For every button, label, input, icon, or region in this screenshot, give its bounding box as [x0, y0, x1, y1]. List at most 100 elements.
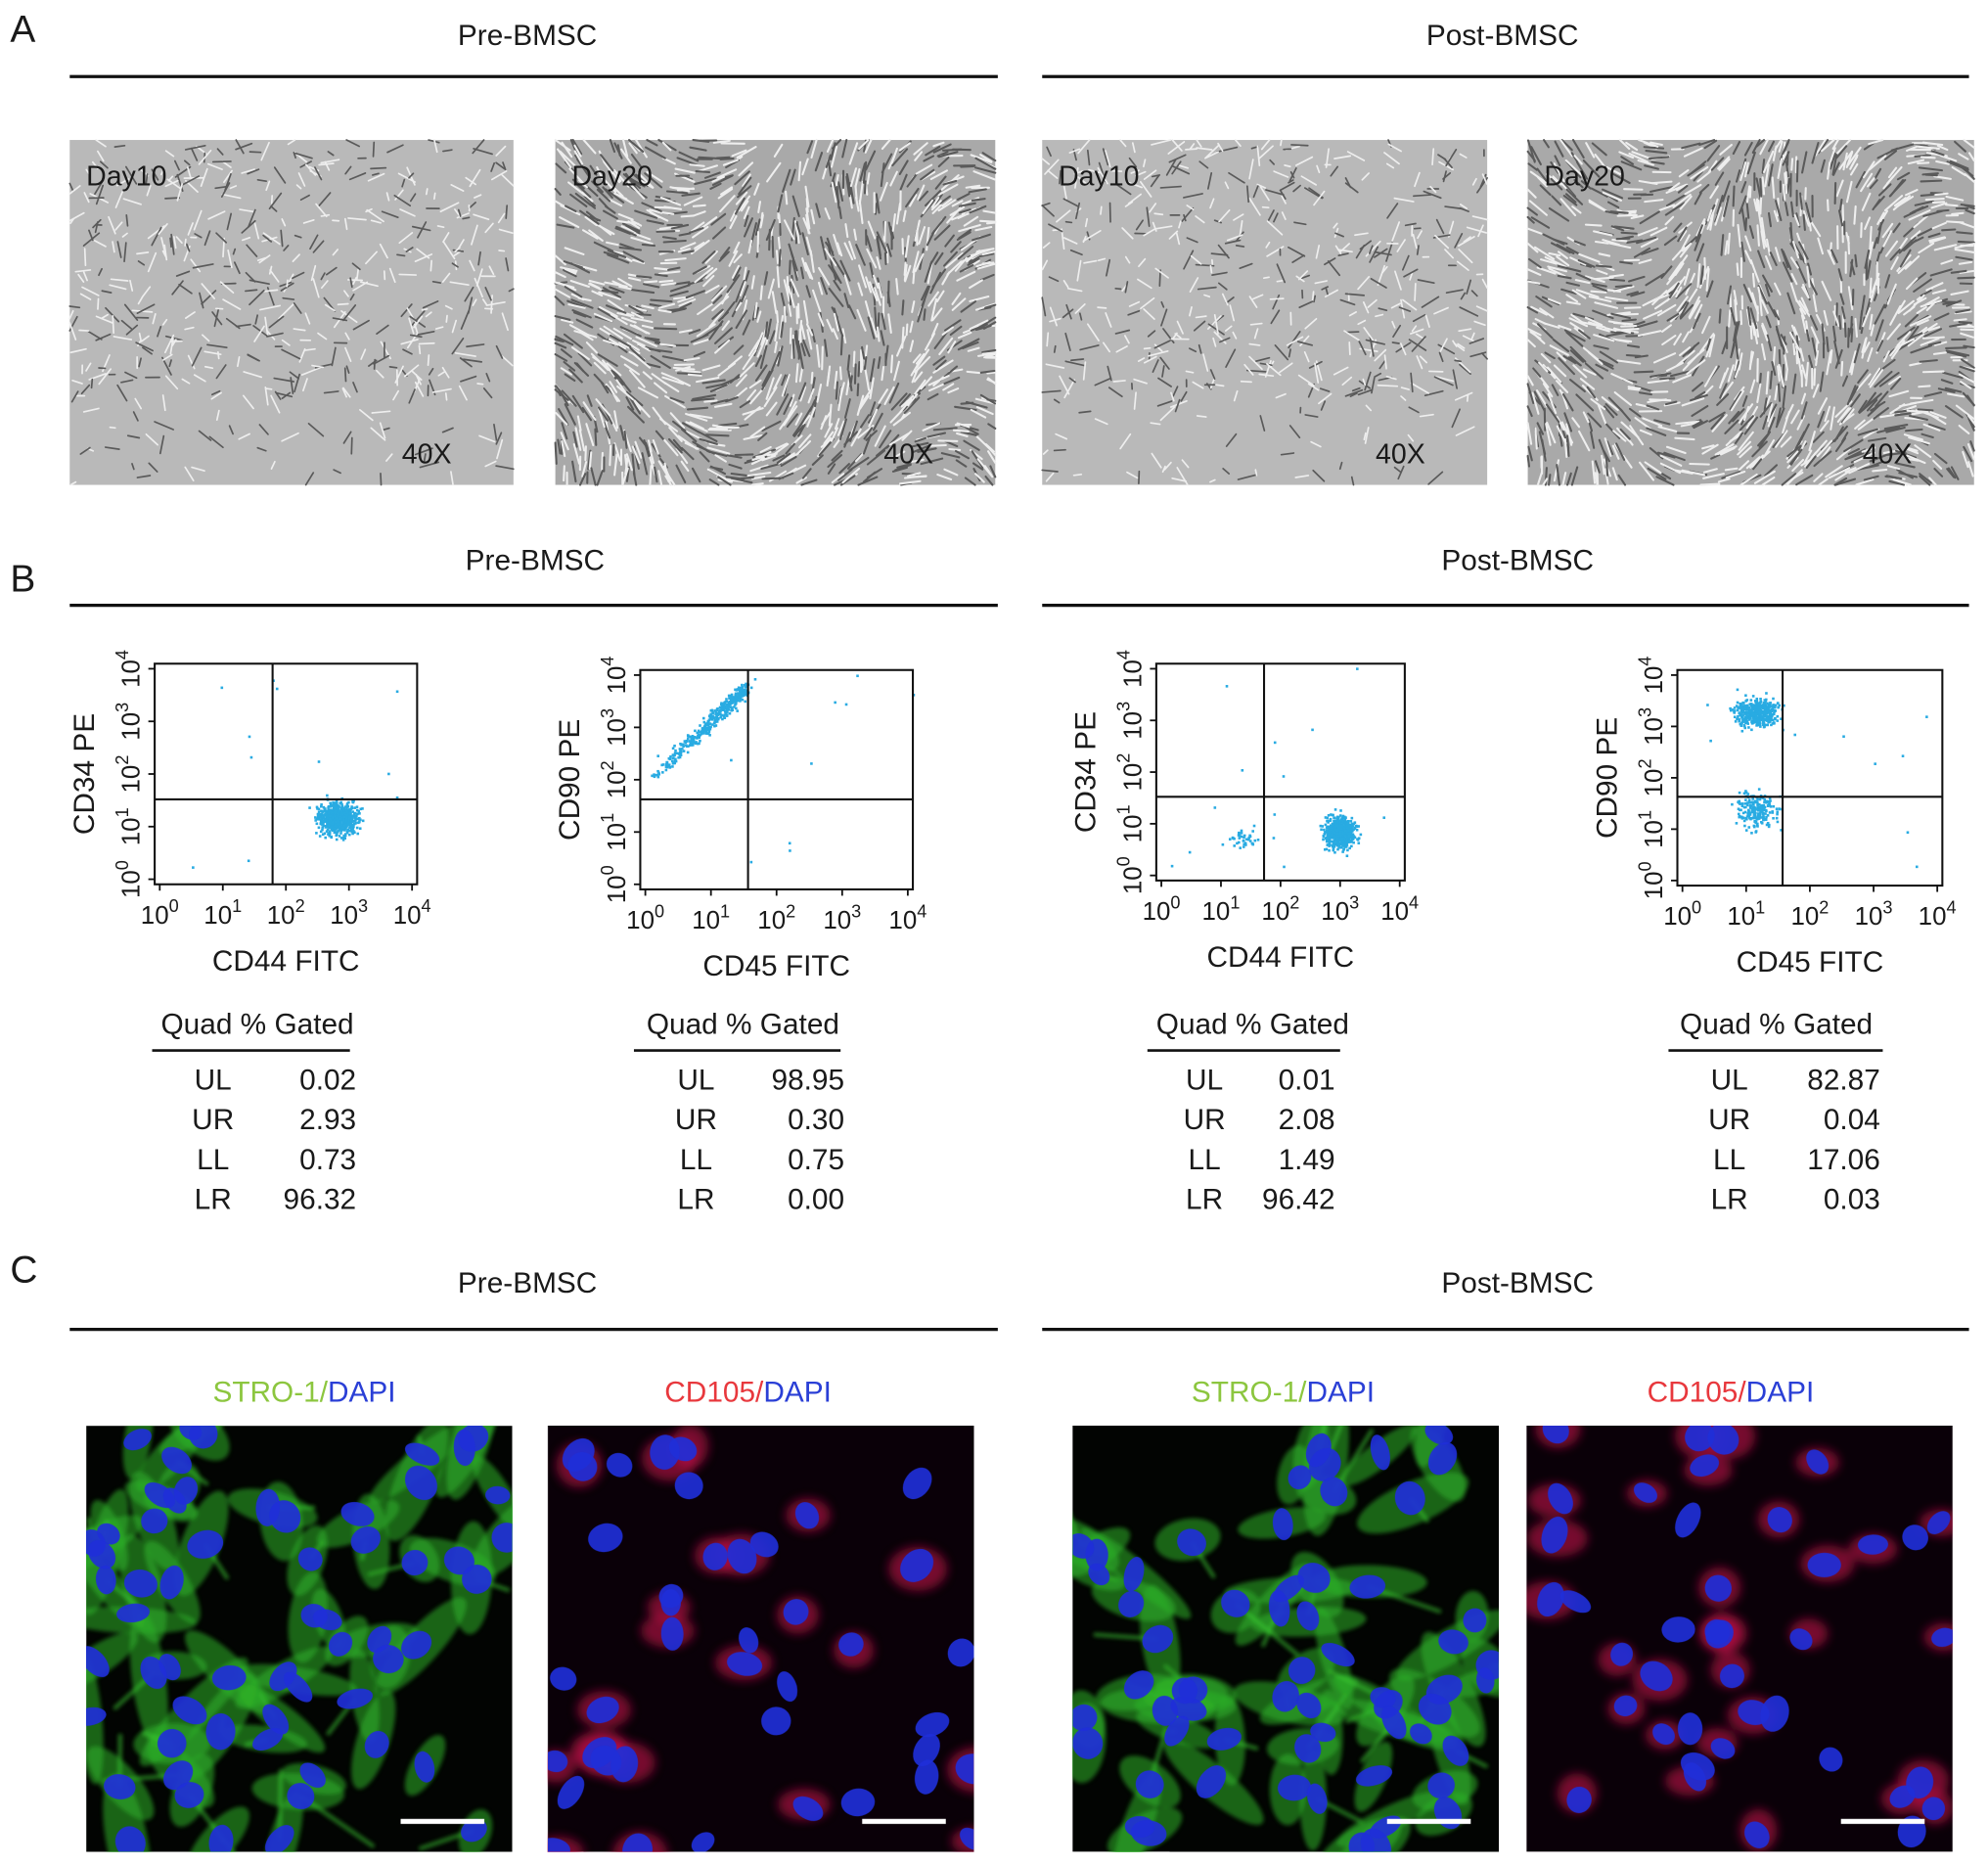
cell-texture — [292, 271, 305, 280]
cell-texture — [585, 185, 599, 198]
cell-texture — [169, 237, 172, 249]
cell-texture — [604, 281, 628, 288]
cell-texture — [709, 466, 724, 471]
plot-frame — [154, 662, 419, 886]
cell-texture — [866, 248, 878, 269]
event-dot — [681, 748, 684, 751]
cell-texture — [138, 357, 142, 368]
cell-texture — [1790, 158, 1794, 171]
cell-texture — [597, 307, 616, 320]
cell-texture — [865, 150, 877, 171]
cell-texture — [792, 425, 804, 437]
cell-texture — [71, 380, 83, 385]
cell-texture — [365, 207, 373, 213]
cell-texture — [109, 426, 116, 430]
cell-texture — [243, 371, 263, 379]
cell-texture — [425, 188, 429, 196]
cell-texture — [681, 192, 700, 197]
cell-texture — [901, 299, 905, 316]
cell-texture — [741, 200, 749, 212]
cell-texture — [903, 261, 907, 277]
cell-texture — [720, 247, 731, 259]
cell-texture — [952, 429, 970, 432]
event-dot — [326, 794, 329, 797]
event-dot — [736, 698, 739, 702]
event-dot — [342, 815, 346, 819]
cell-texture — [253, 325, 265, 342]
cell-texture — [1869, 277, 1873, 299]
cell-texture — [1143, 346, 1152, 350]
cell-texture — [657, 139, 677, 152]
event-dot — [339, 824, 343, 827]
cell-texture — [629, 324, 651, 335]
event-dot — [319, 830, 323, 834]
event-dot — [730, 708, 733, 712]
event-dot — [671, 761, 675, 765]
cell-texture — [850, 428, 862, 447]
cell-texture — [1616, 213, 1638, 217]
cell-texture — [655, 230, 676, 233]
cell-texture — [572, 442, 581, 465]
cell-texture — [184, 159, 191, 166]
cell-texture — [1254, 469, 1258, 477]
cell-texture — [215, 409, 220, 422]
cell-texture — [874, 425, 886, 447]
cell-texture — [496, 438, 504, 460]
cell-texture — [120, 379, 134, 384]
cell-texture — [74, 269, 92, 273]
cell-texture — [176, 173, 184, 193]
cell-texture — [386, 144, 404, 154]
y-tick-label-base: 10 — [604, 770, 631, 798]
cell-texture — [247, 168, 260, 175]
cell-texture — [820, 415, 828, 431]
cell-texture — [914, 355, 931, 374]
cell-texture — [711, 296, 730, 312]
cell-texture — [147, 251, 158, 273]
cell-texture — [590, 467, 597, 486]
cell-texture — [932, 355, 946, 366]
cell-texture — [454, 247, 461, 252]
cell-texture — [642, 371, 653, 381]
cell-texture — [711, 174, 734, 186]
cell-texture — [973, 166, 997, 174]
event-dot — [347, 816, 351, 820]
y-tick-label-base: 10 — [604, 875, 631, 903]
cell-texture — [442, 241, 456, 260]
cell-texture — [109, 284, 127, 291]
cell-texture — [276, 391, 294, 398]
y-tick-label: 102 — [113, 755, 146, 794]
event-dot — [707, 730, 711, 733]
cell-texture — [83, 248, 87, 267]
cell-texture — [1748, 186, 1752, 199]
cell-texture — [450, 471, 454, 486]
cell-texture — [581, 229, 599, 240]
cell-texture — [815, 343, 821, 368]
cell-texture — [136, 475, 152, 478]
event-dot — [856, 674, 859, 678]
cell-texture — [324, 303, 336, 312]
cell-texture — [294, 373, 301, 393]
cell-texture — [198, 430, 212, 441]
cell-texture — [810, 371, 814, 385]
cell-texture — [292, 253, 300, 262]
cell-texture — [719, 195, 736, 213]
x-tick-label-exp: 3 — [851, 901, 861, 921]
cell-texture — [394, 189, 404, 201]
cell-texture — [344, 165, 352, 175]
cell-texture — [979, 273, 995, 282]
cell-texture — [180, 175, 201, 187]
cell-texture — [864, 139, 873, 154]
cell-texture — [300, 366, 322, 376]
cell-texture — [1064, 220, 1073, 224]
cell-texture — [215, 232, 228, 244]
cell-texture — [926, 392, 939, 401]
cell-texture — [1838, 315, 1842, 331]
cell-texture — [820, 236, 828, 260]
cell-texture — [554, 200, 565, 207]
cell-texture — [194, 233, 203, 239]
cell-texture — [836, 242, 843, 257]
cell-texture — [68, 182, 74, 193]
cell-texture — [262, 232, 281, 246]
cell-texture — [1934, 192, 1949, 197]
cell-texture — [505, 205, 509, 219]
